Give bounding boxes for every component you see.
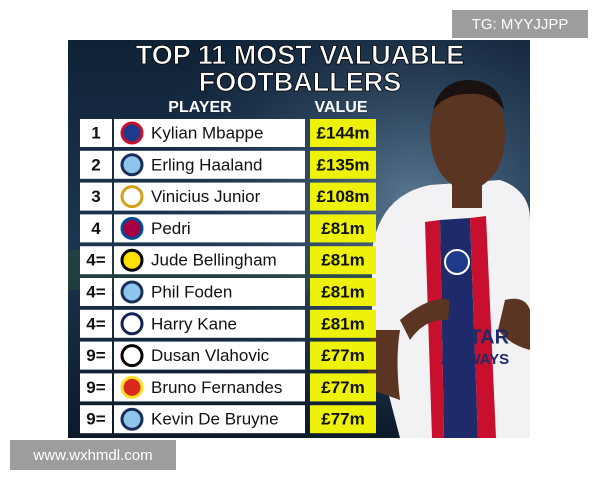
title-line: FOOTBALLERS [199, 67, 402, 97]
value-cell [310, 341, 376, 370]
player-name: Harry Kane [151, 314, 237, 333]
club-badge [120, 121, 144, 145]
player-name: Erling Haaland [151, 155, 263, 174]
player-name: Phil Foden [151, 282, 232, 301]
player-name: Dusan Vlahovic [151, 346, 270, 365]
value: £144m [317, 123, 370, 142]
value-cell [310, 373, 376, 402]
rank: 9= [86, 346, 105, 365]
rank: 4= [86, 251, 105, 270]
rank-cell [80, 214, 112, 243]
club-badge [120, 280, 144, 304]
rank-cell [80, 278, 112, 306]
rank-cell [80, 246, 112, 275]
value: £77m [321, 378, 364, 397]
value: £81m [321, 251, 364, 270]
name-cell [114, 119, 305, 147]
column-header: PLAYER [168, 99, 232, 116]
player-name: Kylian Mbappe [151, 123, 263, 142]
value-cell [310, 405, 376, 434]
svg-text:AIRWAYS: AIRWAYS [441, 351, 509, 368]
rank-cell [80, 182, 112, 211]
watermark: TG: MYYJJPP [472, 16, 569, 33]
name-cell [114, 278, 305, 306]
player-name: Vinicius Junior [151, 187, 261, 206]
player-name: Bruno Fernandes [151, 378, 282, 397]
name-cell [114, 214, 305, 243]
rank-cell [80, 119, 112, 147]
watermark: www.wxhmdl.com [32, 447, 152, 464]
player-name: Pedri [151, 219, 191, 238]
rank-cell [80, 373, 112, 402]
name-cell [114, 182, 305, 211]
rank: 1 [91, 123, 100, 142]
rank: 9= [86, 378, 105, 397]
value: £81m [321, 219, 364, 238]
rank: 9= [86, 410, 105, 429]
value-cell [310, 150, 376, 179]
club-badge [120, 407, 144, 431]
rank: 3 [91, 187, 100, 206]
value: £77m [321, 410, 364, 429]
player-name: Kevin De Bruyne [151, 410, 279, 429]
rank-cell [80, 341, 112, 370]
club-badge [120, 216, 144, 240]
player-name: Jude Bellingham [151, 251, 277, 270]
value: £81m [321, 282, 364, 301]
name-cell [114, 246, 305, 275]
club-badge [120, 185, 144, 209]
value-cell [310, 119, 376, 147]
rank: 4= [86, 282, 105, 301]
value: £81m [321, 314, 364, 333]
name-cell [114, 309, 305, 338]
value: £108m [317, 187, 370, 206]
rank: 4 [91, 219, 101, 238]
rank: 2 [91, 155, 100, 174]
value-cell [310, 182, 376, 211]
watermark-box [452, 10, 588, 38]
svg-text:QATAR: QATAR [441, 326, 510, 348]
value: £135m [317, 155, 370, 174]
rank-cell [80, 150, 112, 179]
club-badge [120, 375, 144, 399]
title-line: TOP 11 MOST VALUABLE [136, 40, 465, 70]
value-cell [310, 278, 376, 306]
value-cell [310, 246, 376, 275]
column-header: VALUE [314, 99, 367, 116]
table: 1 Kylian Mbappe £144m 2 Erling Haaland £135m 3… [80, 119, 376, 434]
value-cell [310, 214, 376, 243]
rank-cell [80, 309, 112, 338]
name-cell [114, 150, 305, 179]
club-badge [120, 312, 144, 336]
value-cell [310, 309, 376, 338]
name-cell [114, 373, 305, 402]
club-badge [120, 344, 144, 368]
club-badge [120, 248, 144, 272]
rank: 4= [86, 314, 105, 333]
name-cell [114, 341, 305, 370]
club-badge [120, 153, 144, 177]
name-cell [114, 405, 305, 434]
value: £77m [321, 346, 364, 365]
watermark-box [10, 440, 176, 470]
rank-cell [80, 405, 112, 434]
